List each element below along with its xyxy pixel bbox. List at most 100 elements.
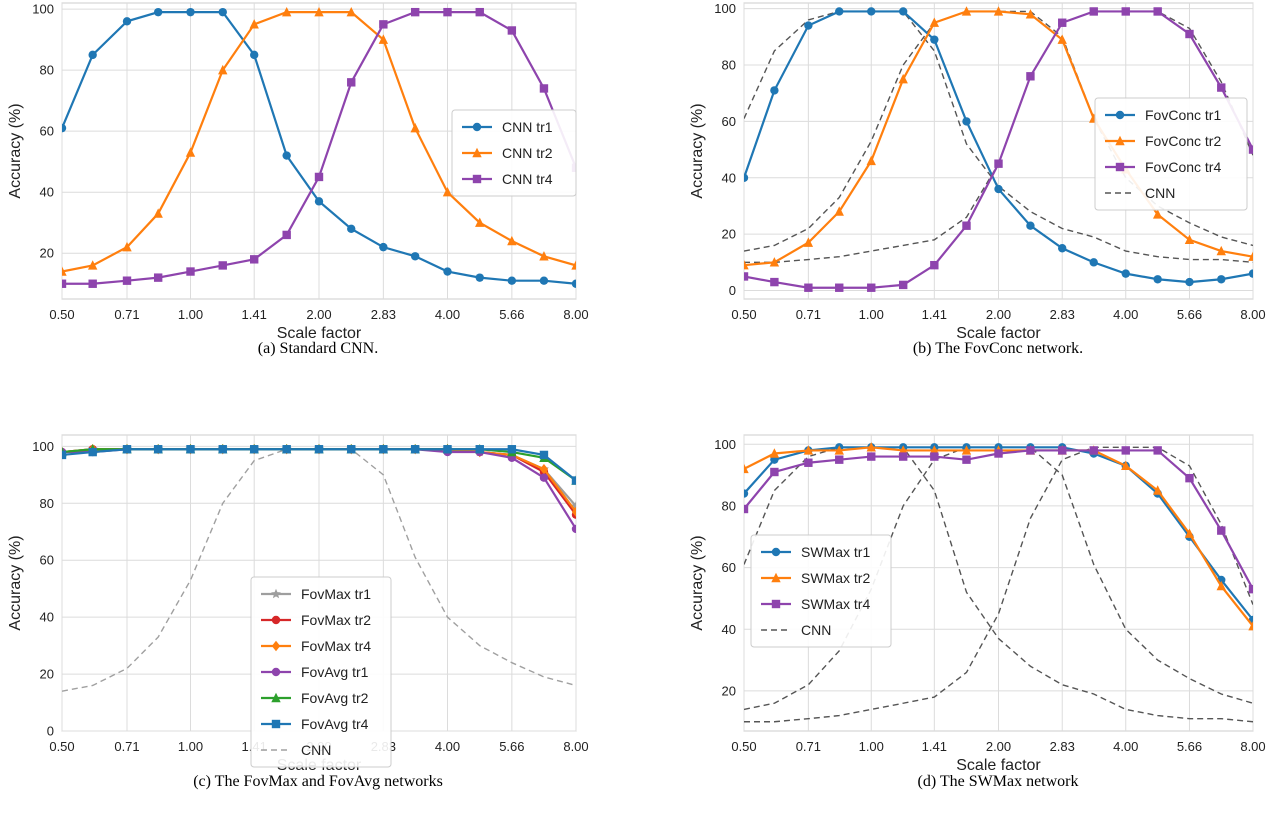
data-point <box>1184 528 1195 538</box>
y-tick-label: 80 <box>40 496 54 511</box>
data-point <box>866 442 876 452</box>
data-point <box>744 272 749 281</box>
legend-label: CNN tr2 <box>502 145 553 161</box>
data-point <box>282 230 291 240</box>
data-point <box>122 445 132 454</box>
y-tick-label: 100 <box>714 1 736 16</box>
chart-panel-2: 0.50 0.71 1.00 1.41 2.00 2.83 4.00 5.66 8.00 0 20 4… <box>689 1 1266 357</box>
y-tick-label: 20 <box>40 667 54 682</box>
data-point <box>186 7 195 17</box>
x-tick-label: 1.41 <box>922 739 947 754</box>
data-point <box>186 267 195 276</box>
figure-caption: (c) The FovMax and FovAvg networks <box>193 773 443 790</box>
data-point <box>410 7 420 17</box>
data-point <box>314 197 324 206</box>
data-point <box>1153 275 1162 284</box>
data-point <box>539 276 549 285</box>
legend-label: FovMax tr1 <box>301 586 371 602</box>
data-point <box>347 78 356 87</box>
x-tick-label: 4.00 <box>435 739 460 754</box>
data-point <box>249 255 259 264</box>
legend-label: FovConc tr2 <box>1145 133 1221 149</box>
data-point <box>929 445 940 455</box>
legend-marker <box>771 599 781 609</box>
y-tick-label: 60 <box>40 124 54 139</box>
data-point <box>153 273 163 282</box>
legend-label: CNN tr4 <box>502 171 553 187</box>
data-point <box>218 445 227 454</box>
x-tick-label: 1.41 <box>922 307 947 322</box>
data-point <box>867 452 876 461</box>
x-tick-label: 1.41 <box>242 307 267 322</box>
legend-box <box>451 109 577 197</box>
data-point <box>410 122 420 133</box>
data-point <box>962 221 971 230</box>
series-line <box>744 446 1253 723</box>
data-point <box>744 259 749 270</box>
x-tick-label: 2.83 <box>1050 739 1075 754</box>
data-point <box>218 64 228 75</box>
data-point <box>769 448 780 458</box>
x-tick-label: 2.83 <box>371 307 396 322</box>
x-tick-label: 5.66 <box>1177 739 1202 754</box>
data-point <box>1121 269 1130 278</box>
legend-marker <box>472 174 482 184</box>
legend-label: CNN tr1 <box>502 119 553 135</box>
data-point <box>1185 277 1194 287</box>
x-tick-label: 8.00 <box>1240 739 1265 754</box>
data-point <box>346 6 356 17</box>
x-tick-label: 5.66 <box>499 739 524 754</box>
y-tick-label: 20 <box>722 227 736 242</box>
data-point <box>1121 460 1131 471</box>
x-tick-label: 2.00 <box>306 307 331 322</box>
data-point <box>1152 485 1163 495</box>
data-point <box>1248 269 1253 278</box>
data-point <box>153 445 163 454</box>
data-point <box>804 21 813 30</box>
x-tick-label: 1.00 <box>859 739 884 754</box>
data-point <box>1217 275 1226 284</box>
data-point <box>1184 234 1195 244</box>
data-point <box>1089 446 1098 455</box>
data-point <box>898 280 908 290</box>
y-tick-label: 0 <box>47 724 54 739</box>
series-line <box>744 446 1253 711</box>
data-point <box>62 279 67 288</box>
data-point <box>185 147 196 157</box>
x-tick-label: 4.00 <box>1113 739 1138 754</box>
y-tick-label: 60 <box>40 553 54 568</box>
data-point <box>539 463 549 475</box>
y-tick-label: 100 <box>32 2 54 17</box>
x-tick-label: 8.00 <box>1240 307 1265 322</box>
data-point <box>571 279 576 288</box>
data-point <box>249 445 259 454</box>
data-point <box>867 7 876 16</box>
data-point <box>744 463 749 474</box>
data-point <box>1026 72 1035 81</box>
data-point <box>930 260 939 270</box>
legend-label: FovConc tr4 <box>1145 159 1221 175</box>
x-tick-label: 2.00 <box>986 307 1011 322</box>
legend-marker <box>771 547 781 557</box>
y-axis-label: Accuracy (%) <box>689 103 706 198</box>
legend-marker <box>271 692 281 703</box>
data-point <box>769 257 780 267</box>
data-point <box>962 455 971 464</box>
data-point <box>410 252 420 261</box>
data-point <box>122 241 132 252</box>
data-point <box>281 6 292 17</box>
legend-marker <box>472 147 482 158</box>
data-point <box>379 242 388 252</box>
data-point <box>1025 9 1036 19</box>
data-point <box>153 7 163 17</box>
chart-panel-1: 0.50 0.71 1.00 1.41 2.00 2.83 4.00 5.66 8.00 20 40… <box>7 2 589 357</box>
x-tick-label: 0.50 <box>731 307 756 322</box>
y-tick-label: 80 <box>40 63 54 78</box>
x-tick-label: 1.00 <box>859 307 884 322</box>
x-tick-label: 0.71 <box>114 739 139 754</box>
data-point <box>1153 446 1162 455</box>
data-point <box>898 7 908 16</box>
data-point <box>1121 7 1130 16</box>
data-point <box>1153 7 1162 16</box>
y-axis-label: Accuracy (%) <box>7 535 24 630</box>
